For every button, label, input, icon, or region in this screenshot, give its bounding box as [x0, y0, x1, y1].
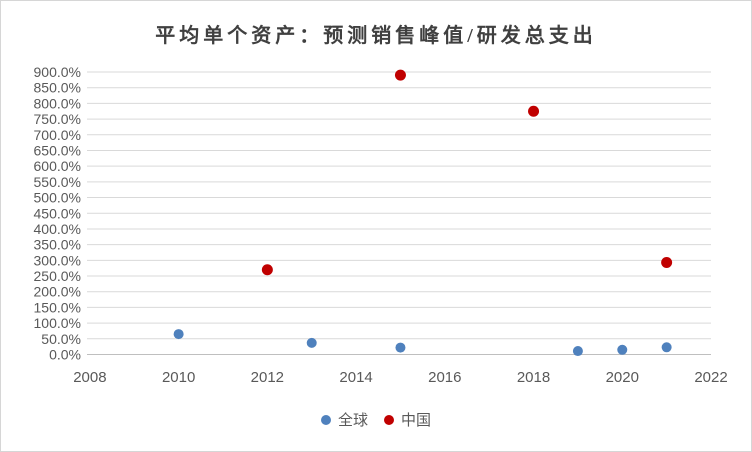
y-tick-label: 600.0%	[34, 158, 81, 174]
x-tick-label: 2016	[428, 369, 461, 386]
y-tick-label: 700.0%	[34, 127, 81, 143]
y-tick-label: 200.0%	[34, 284, 81, 300]
y-tick-label: 500.0%	[34, 190, 81, 206]
y-tick-label: 100.0%	[34, 315, 81, 331]
y-tick-label: 400.0%	[34, 221, 81, 237]
y-tick-label: 150.0%	[34, 299, 81, 315]
legend-label-global: 全球	[337, 412, 368, 429]
y-tick-label: 250.0%	[34, 268, 81, 284]
x-tick-label: 2008	[73, 369, 106, 386]
data-point-中国	[528, 105, 540, 117]
y-tick-label: 650.0%	[34, 142, 81, 158]
x-tick-label: 2018	[517, 369, 550, 386]
x-tick-label: 2020	[606, 369, 639, 386]
data-point-全球	[572, 346, 583, 357]
legend-label-china: 中国	[401, 412, 432, 429]
data-point-全球	[173, 329, 184, 340]
data-point-中国	[661, 257, 673, 269]
legend-marker-global-icon	[320, 414, 331, 425]
x-tick-label: 2010	[162, 369, 195, 386]
data-point-全球	[661, 342, 672, 353]
legend-item-china: 中国	[384, 409, 431, 430]
legend-marker-china-icon	[384, 414, 394, 425]
data-point-全球	[617, 344, 628, 355]
y-tick-label: 300.0%	[34, 252, 81, 268]
y-tick-label: 450.0%	[34, 205, 81, 221]
chart-title: 平均单个资产：预测销售峰值/研发总支出	[155, 25, 597, 47]
x-tick-label: 2012	[251, 369, 284, 386]
y-tick-label: 50.0%	[41, 331, 81, 347]
y-tick-label: 800.0%	[34, 95, 81, 111]
legend-item-global: 全球	[320, 409, 368, 430]
y-tick-label: 900.0%	[34, 64, 81, 80]
y-tick-label: 350.0%	[34, 237, 81, 253]
data-point-中国	[261, 264, 273, 276]
legend: 全球 中国	[1, 409, 751, 430]
y-tick-label: 750.0%	[34, 111, 81, 127]
x-tick-label: 2022	[694, 369, 727, 386]
y-tick-label: 550.0%	[34, 174, 81, 190]
y-tick-label: 850.0%	[34, 80, 81, 96]
x-tick-label: 2014	[339, 369, 372, 386]
y-tick-label: 0.0%	[49, 347, 81, 363]
data-point-全球	[306, 337, 317, 348]
data-point-中国	[394, 69, 406, 81]
data-point-全球	[395, 342, 406, 353]
